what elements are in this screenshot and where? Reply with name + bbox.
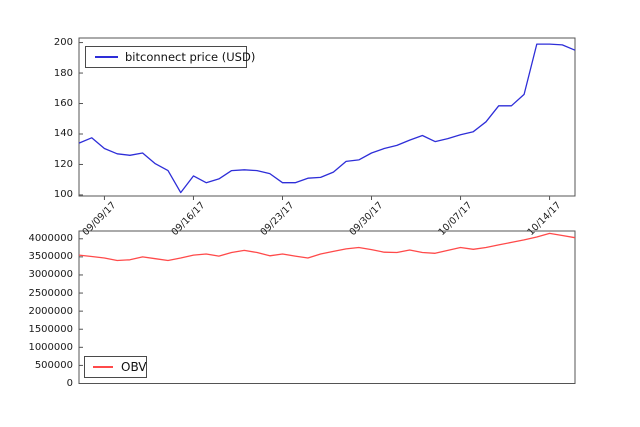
y-tick-label: 160 [53,98,73,110]
y-tick-label: 3000000 [28,269,73,281]
y-tick-label: 1500000 [28,323,73,335]
y-tick-label: 3500000 [28,251,73,263]
y-tick-label: 120 [53,158,73,170]
obv-legend-sample [93,366,113,368]
y-tick-label: 2500000 [28,287,73,299]
bitconnect-price-axes-box [78,37,576,197]
y-tick-label: 100 [53,189,73,201]
price-legend-sample [95,56,118,58]
y-tick-label: 140 [53,128,73,140]
y-tick-label: 4000000 [28,233,73,245]
y-tick-label: 0 [66,378,73,389]
bitconnect-price-line [78,43,576,194]
price-legend: bitconnect price (USD) [85,46,255,68]
obv-legend: OBV [84,356,147,378]
y-tick-label: 500000 [34,359,73,371]
y-tick-label: 200 [53,37,73,49]
y-tick-label: 2000000 [28,305,73,317]
obv-line [78,232,576,262]
y-tick-label: 180 [53,67,73,79]
price-legend-label: bitconnect price (USD) [125,50,256,64]
obv-axes-box [78,230,576,384]
y-tick-label: 1000000 [28,341,73,353]
obv-legend-label: OBV [121,360,147,374]
